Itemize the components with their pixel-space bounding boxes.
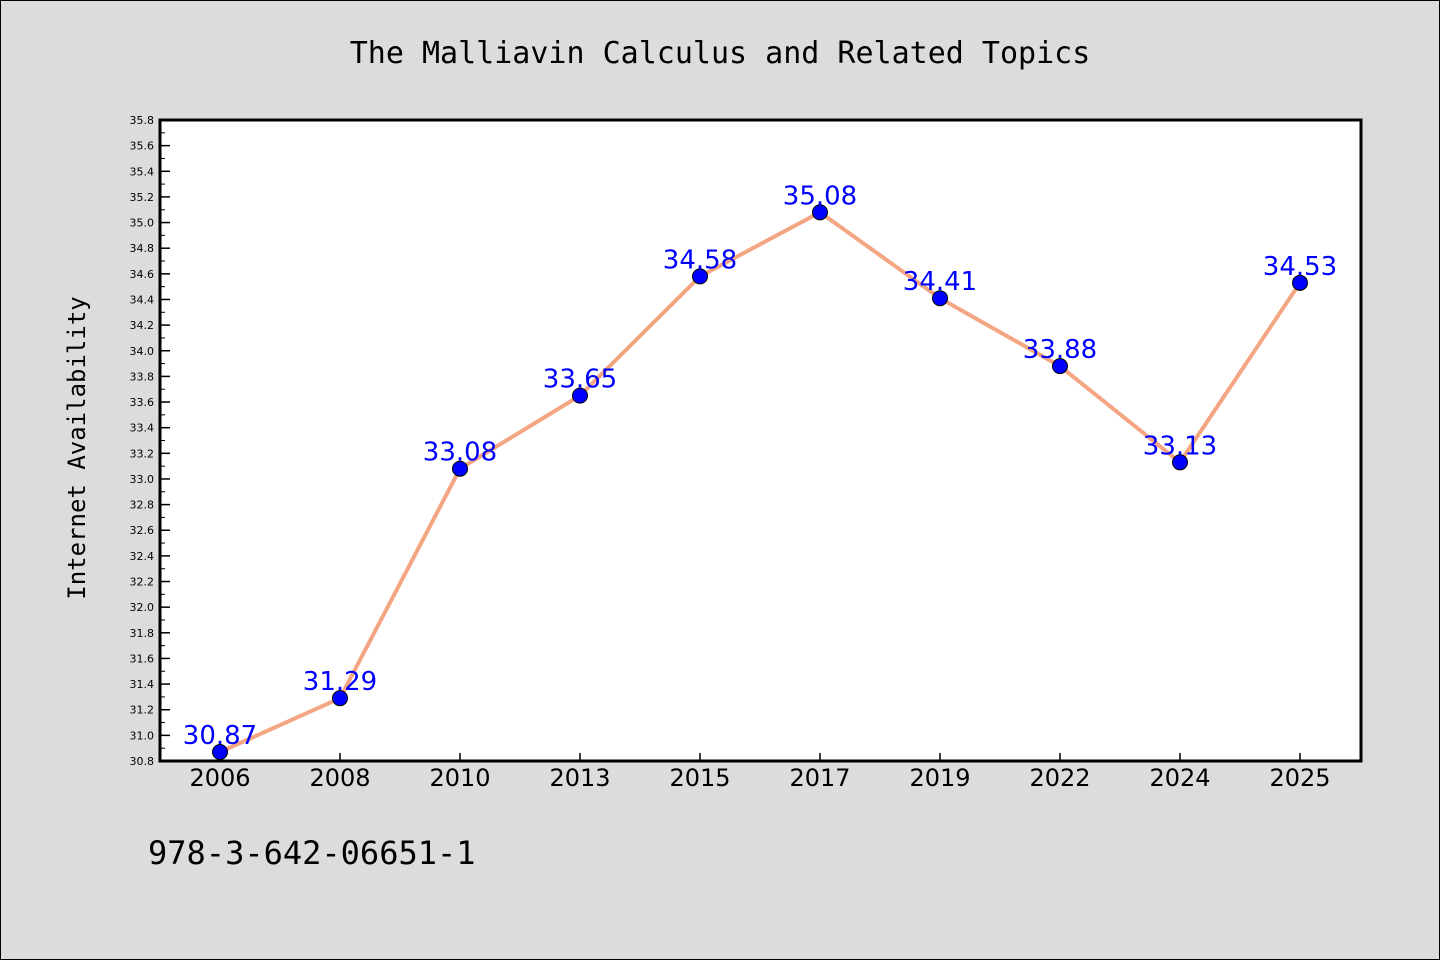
- y-tick-label: 32.2: [130, 576, 155, 589]
- y-tick-label: 35.2: [130, 191, 155, 204]
- data-point: [1172, 454, 1188, 471]
- data-labels: 30.87 31.29 33.08 33.65 34.58 35.08 34.41 33.88…: [183, 181, 1337, 751]
- y-axis-ticks: 30.8 31.0 31.2 31.4 31.6 31.8 32.0 32.2 32.4 32.6…: [130, 114, 170, 768]
- y-tick-label: 30.8: [130, 755, 155, 768]
- data-point: [332, 690, 348, 707]
- data-label: 34.53: [1263, 252, 1337, 282]
- y-tick-label: 34.6: [130, 268, 155, 281]
- data-point: [1292, 274, 1308, 291]
- data-label: 35.08: [783, 181, 857, 211]
- chart-title: The Malliavin Calculus and Related Topic…: [350, 36, 1091, 71]
- isbn-footer: 978-3-642-06651-1: [148, 834, 476, 872]
- y-tick-label: 33.8: [130, 370, 155, 383]
- data-point: [452, 460, 468, 477]
- x-tick-label: 2008: [309, 764, 370, 792]
- x-axis-ticks: 2006 2008 2010 2013 2015 2017 2019 2022 2024 2025: [189, 753, 1331, 792]
- data-label: 34.58: [663, 245, 737, 275]
- y-tick-label: 32.6: [130, 524, 155, 537]
- y-tick-label: 33.0: [130, 473, 155, 486]
- data-label: 30.87: [183, 721, 257, 751]
- y-tick-label: 35.0: [130, 217, 155, 230]
- y-tick-label: 34.4: [130, 293, 155, 306]
- y-axis-label: Internet Availability: [63, 296, 91, 599]
- x-tick-label: 2015: [669, 764, 730, 792]
- x-tick-label: 2024: [1149, 764, 1210, 792]
- y-tick-label: 31.4: [130, 678, 155, 691]
- plot-area: [160, 120, 1361, 761]
- x-tick-label: 2013: [549, 764, 610, 792]
- y-tick-label: 35.6: [130, 140, 155, 153]
- y-tick-label: 33.2: [130, 447, 155, 460]
- data-point: [692, 268, 708, 285]
- data-label: 33.08: [423, 438, 497, 468]
- y-tick-label: 35.4: [130, 165, 155, 178]
- y-tick-label: 31.2: [130, 704, 155, 717]
- series-layer: [212, 204, 1308, 761]
- data-label: 33.13: [1143, 431, 1217, 461]
- data-label: 33.65: [543, 365, 617, 395]
- y-tick-label: 35.8: [130, 114, 155, 127]
- y-tick-label: 34.8: [130, 242, 155, 255]
- x-tick-label: 2025: [1269, 764, 1330, 792]
- data-label: 33.88: [1023, 335, 1097, 365]
- data-point: [932, 290, 948, 307]
- series-line: [218, 210, 1302, 755]
- y-tick-label: 34.0: [130, 345, 155, 358]
- data-label: 34.41: [903, 267, 977, 297]
- y-tick-label: 34.2: [130, 319, 155, 332]
- y-tick-label: 33.6: [130, 396, 155, 409]
- plot-frame: [158, 118, 1363, 763]
- y-tick-label: 32.4: [130, 550, 155, 563]
- x-tick-label: 2010: [429, 764, 490, 792]
- y-tick-label: 32.8: [130, 499, 155, 512]
- y-tick-label: 33.4: [130, 422, 155, 435]
- x-tick-label: 2017: [789, 764, 850, 792]
- data-point: [812, 204, 828, 221]
- x-tick-label: 2006: [189, 764, 250, 792]
- y-tick-label: 32.0: [130, 601, 155, 614]
- data-point: [1052, 358, 1068, 375]
- x-tick-label: 2022: [1029, 764, 1090, 792]
- y-tick-label: 31.0: [130, 729, 155, 742]
- data-label: 31.29: [303, 667, 377, 697]
- data-point: [572, 387, 588, 404]
- x-tick-label: 2019: [909, 764, 970, 792]
- y-tick-label: 31.6: [130, 652, 155, 665]
- y-tick-label: 31.8: [130, 627, 155, 640]
